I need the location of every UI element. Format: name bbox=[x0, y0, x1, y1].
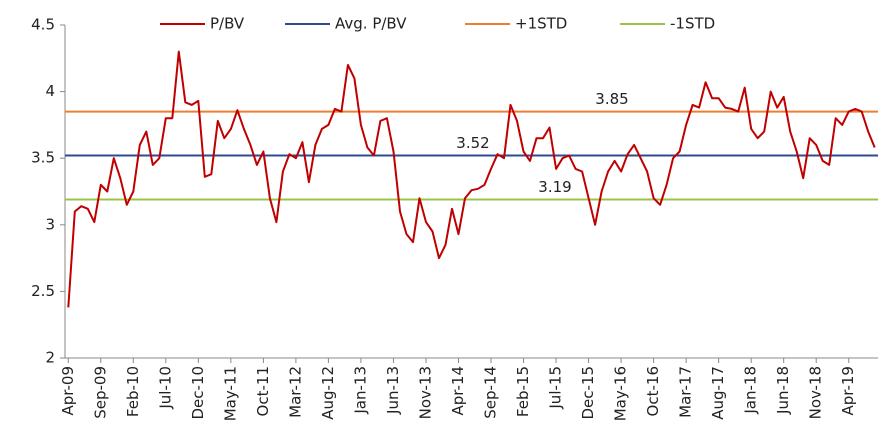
y-tick-label: 4.5 bbox=[31, 16, 55, 34]
x-tick-label: Aug-12 bbox=[319, 366, 337, 420]
y-tick-label: 4 bbox=[45, 82, 55, 100]
x-tick-label: Feb-10 bbox=[124, 366, 142, 417]
x-tick-label: Jan-18 bbox=[742, 366, 760, 415]
x-tick-label: Apr-14 bbox=[449, 366, 467, 416]
x-tick-label: May-11 bbox=[221, 366, 239, 421]
x-tick-label: Nov-13 bbox=[416, 366, 434, 419]
y-tick-label: 2.5 bbox=[31, 282, 55, 300]
x-tick-label: Oct-11 bbox=[254, 366, 272, 416]
x-tick-label: Sep-14 bbox=[482, 366, 500, 419]
reference-label: 3.52 bbox=[456, 134, 489, 152]
y-tick-label: 3.5 bbox=[31, 149, 55, 167]
x-tick-label: Dec-10 bbox=[189, 366, 207, 420]
legend-label: -1STD bbox=[670, 15, 715, 33]
x-tick-label: Feb-15 bbox=[514, 366, 532, 417]
x-tick-label: Apr-19 bbox=[839, 366, 857, 416]
x-tick-label: May-16 bbox=[612, 366, 630, 421]
x-tick-label: Jul-10 bbox=[156, 366, 174, 410]
x-tick-label: Apr-09 bbox=[59, 366, 77, 416]
x-tick-label: Mar-17 bbox=[677, 366, 695, 418]
reference-label: 3.85 bbox=[595, 90, 628, 108]
x-tick-label: Jun-18 bbox=[774, 366, 792, 415]
reference-label: 3.19 bbox=[538, 178, 571, 196]
y-tick-label: 3 bbox=[45, 215, 55, 233]
x-tick-label: Aug-17 bbox=[709, 366, 727, 420]
legend-label: Avg. P/BV bbox=[335, 15, 407, 33]
x-tick-label: Jan-13 bbox=[351, 366, 369, 415]
x-tick-label: Mar-12 bbox=[286, 366, 304, 418]
x-tick-label: Jun-13 bbox=[384, 366, 402, 415]
y-tick-label: 2 bbox=[45, 349, 55, 367]
line bbox=[67, 50, 876, 308]
x-tick-label: Jul-15 bbox=[547, 366, 565, 410]
x-tick-label: Sep-09 bbox=[91, 366, 109, 419]
x-tick-label: Nov-18 bbox=[807, 366, 825, 419]
legend-label: P/BV bbox=[210, 15, 245, 33]
x-tick-label: Dec-15 bbox=[579, 366, 597, 420]
x-tick-label: Oct-16 bbox=[644, 366, 662, 416]
legend-label: +1STD bbox=[515, 15, 567, 33]
